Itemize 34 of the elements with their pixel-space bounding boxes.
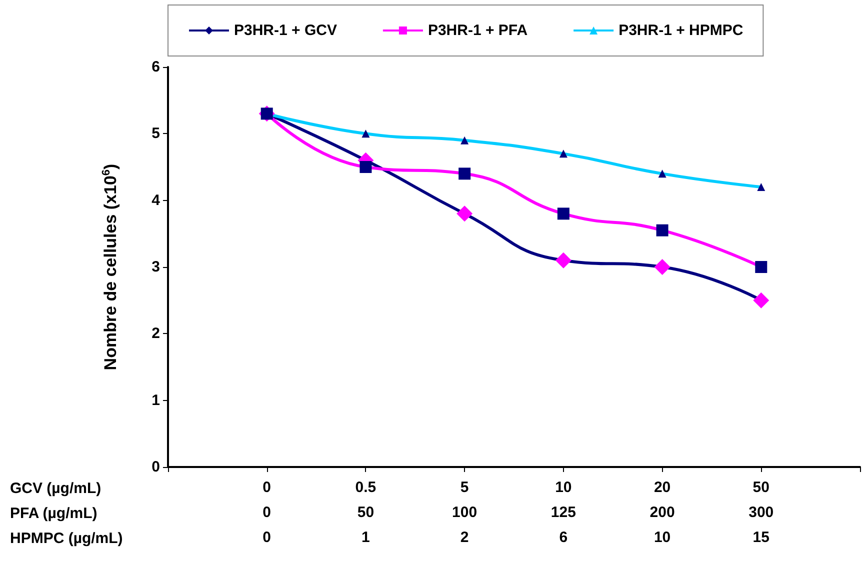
point	[658, 170, 666, 178]
x-tick-label: 10 125 6	[550, 479, 576, 546]
x-tick-label: 50 300 15	[748, 479, 774, 546]
y-tick-label: 0	[152, 458, 160, 476]
point	[656, 224, 668, 236]
x-tick-label: 0 0 0	[262, 479, 272, 546]
x-tick-label: 5 100 2	[452, 479, 478, 546]
y-tick-label: 6	[152, 58, 160, 76]
y-tick-label: 2	[152, 325, 160, 342]
point	[460, 136, 469, 144]
legend-label: P3HR-1 + HPMPC	[618, 22, 744, 39]
text: GCV (µg/mL)	[10, 480, 102, 497]
point	[559, 150, 568, 158]
legend-label: P3HR-1 + GCV	[234, 22, 337, 39]
text: HPMPC (µg/mL)	[10, 530, 123, 547]
y-tick-label: 5	[152, 125, 160, 142]
point	[654, 259, 670, 275]
point	[360, 161, 372, 173]
y-tick-label: 4	[152, 192, 161, 209]
point	[458, 168, 471, 180]
point	[557, 208, 570, 220]
point	[456, 206, 473, 222]
point	[555, 252, 572, 268]
y-tick-label: 3	[152, 258, 160, 276]
x-tick-label: 20 200 10	[650, 479, 675, 546]
y-axis-title: Nombre de cellules (x106)	[100, 164, 120, 370]
text: PFA (µg/mL)	[10, 505, 98, 522]
legend-label: P3HR-1 + PFA	[428, 22, 528, 39]
point	[362, 130, 370, 138]
x-tick-label: 0.5 50 1	[355, 479, 376, 546]
y-tick-label: 1	[152, 392, 160, 409]
point	[755, 261, 768, 273]
point	[753, 292, 770, 308]
point	[757, 183, 766, 191]
